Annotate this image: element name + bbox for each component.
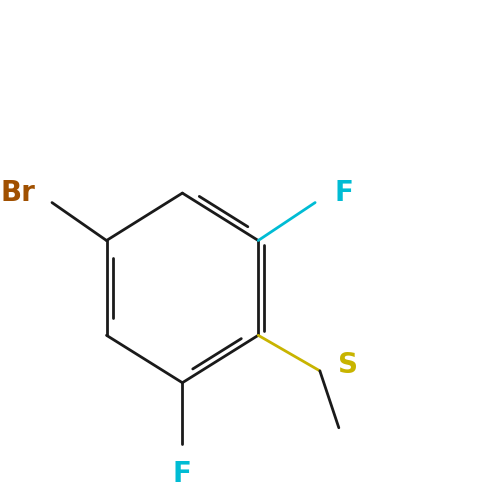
Text: S: S xyxy=(338,350,358,378)
Text: F: F xyxy=(173,460,192,487)
Text: Br: Br xyxy=(0,179,35,207)
Text: F: F xyxy=(334,179,353,207)
